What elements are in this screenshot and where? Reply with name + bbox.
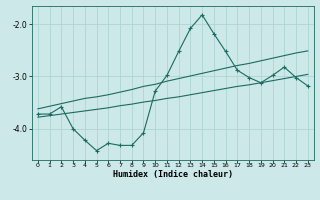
X-axis label: Humidex (Indice chaleur): Humidex (Indice chaleur) <box>113 170 233 179</box>
